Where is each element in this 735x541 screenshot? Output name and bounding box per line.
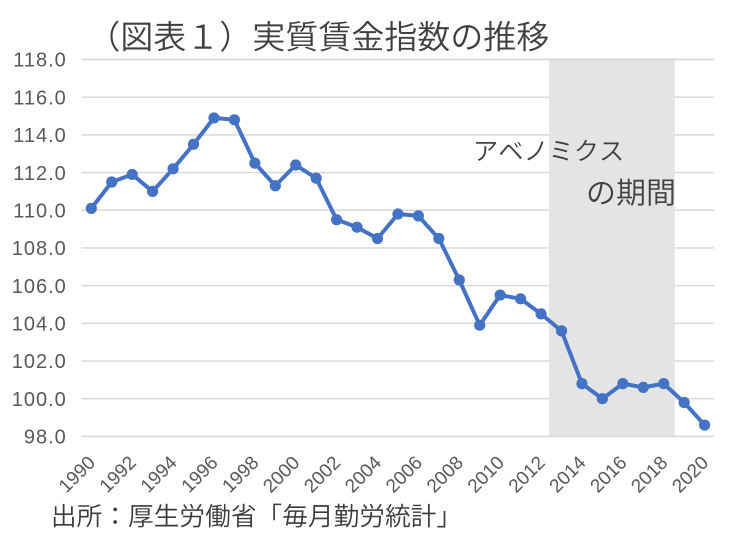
svg-text:100.0: 100.0 — [12, 389, 67, 411]
svg-text:108.0: 108.0 — [12, 238, 67, 260]
svg-text:116.0: 116.0 — [13, 87, 67, 109]
svg-text:110.0: 110.0 — [13, 201, 67, 223]
svg-text:102.0: 102.0 — [12, 351, 67, 373]
svg-text:118.0: 118.0 — [13, 50, 67, 72]
svg-text:106.0: 106.0 — [12, 276, 67, 298]
svg-text:104.0: 104.0 — [12, 314, 67, 336]
svg-text:98.0: 98.0 — [24, 427, 67, 449]
svg-text:114.0: 114.0 — [13, 125, 67, 147]
svg-text:112.0: 112.0 — [13, 163, 67, 185]
